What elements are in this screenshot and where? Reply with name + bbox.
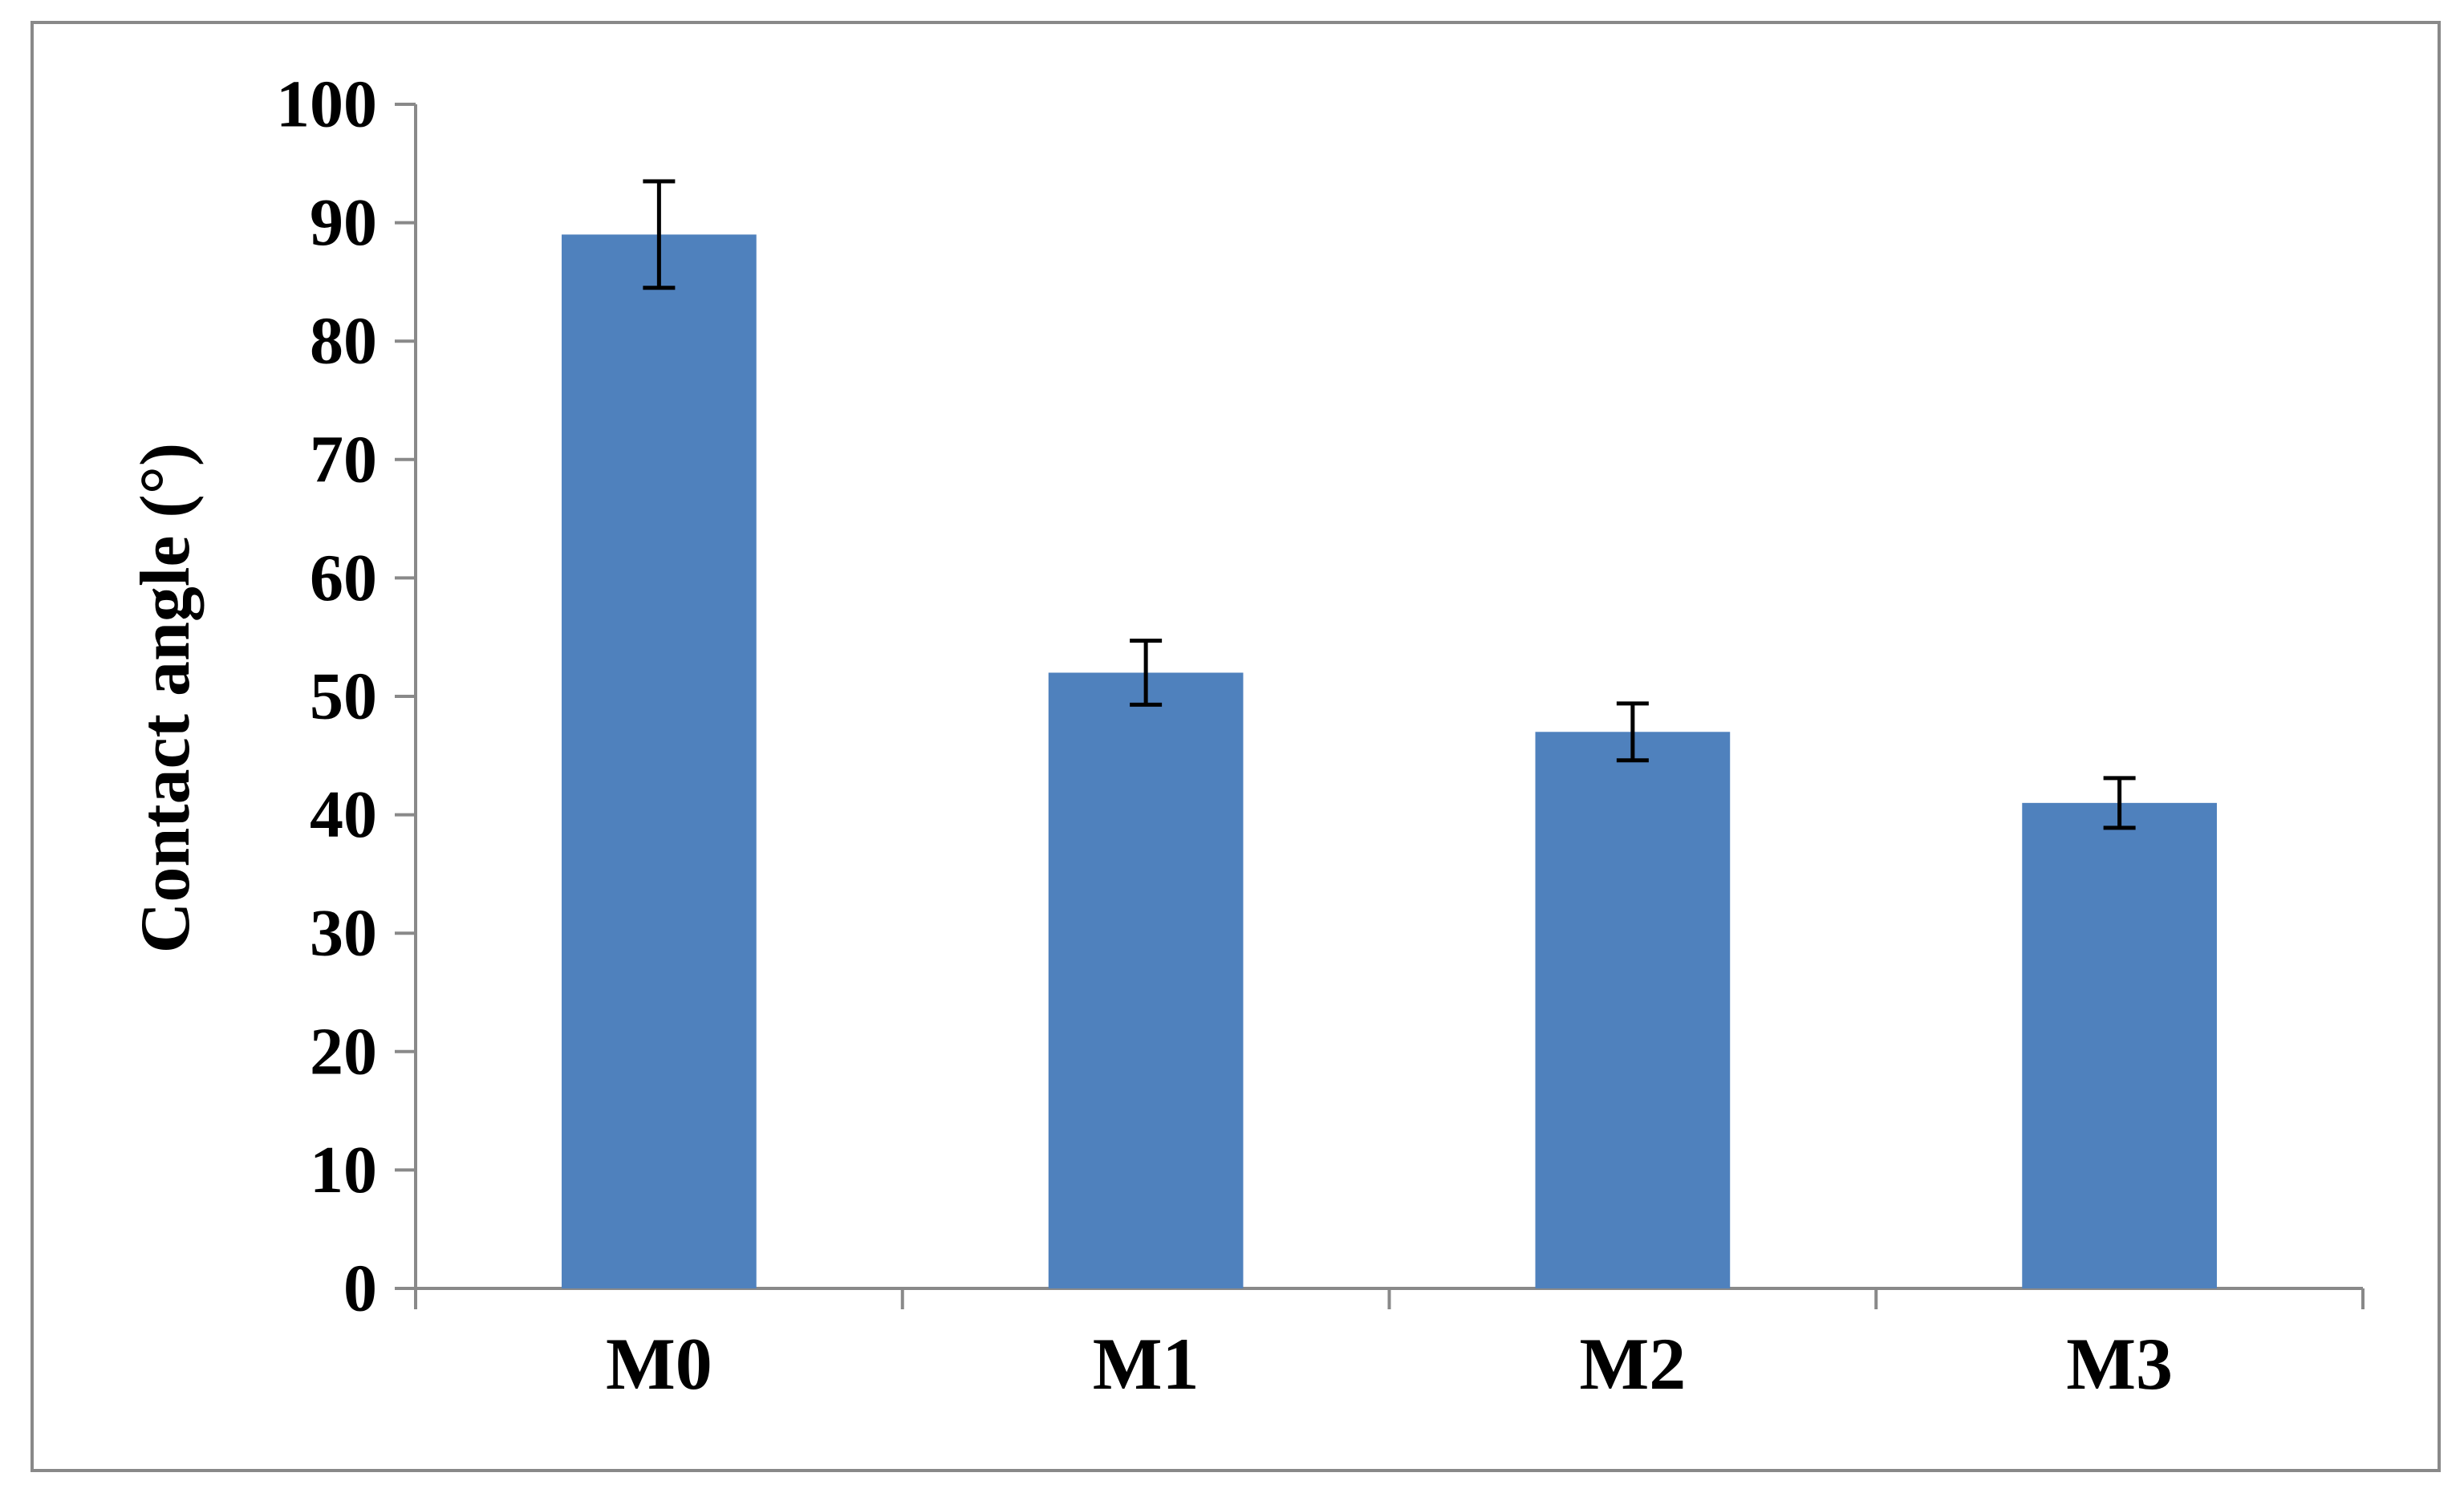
bar-m0 xyxy=(562,234,757,1288)
x-tick-label-m3: M3 xyxy=(2066,1323,2173,1405)
y-tick-label: 60 xyxy=(310,541,377,615)
x-tick-label-m0: M0 xyxy=(606,1323,712,1405)
bar-m3 xyxy=(2022,802,2217,1288)
y-tick-label: 50 xyxy=(310,659,377,734)
y-tick-label: 80 xyxy=(310,304,377,379)
y-tick-label: 70 xyxy=(310,422,377,497)
bar-m1 xyxy=(1048,672,1244,1288)
y-tick-label: 40 xyxy=(310,777,377,852)
y-tick-label: 30 xyxy=(310,896,377,971)
x-tick-label-m1: M1 xyxy=(1093,1323,1200,1405)
y-tick-label: 10 xyxy=(310,1133,377,1207)
y-tick-label: 0 xyxy=(343,1252,377,1326)
y-tick-label: 20 xyxy=(310,1014,377,1089)
y-axis-title: Contact angle (°) xyxy=(127,443,205,953)
x-tick-label-m2: M2 xyxy=(1579,1323,1686,1405)
y-tick-label: 90 xyxy=(310,185,377,260)
bar-m2 xyxy=(1535,732,1731,1288)
plot-area: 0 10 20 30 40 50 60 70 80 90 100 M0 M1 M2 M3 xyxy=(276,67,2365,1405)
y-tick-label: 100 xyxy=(276,67,377,142)
